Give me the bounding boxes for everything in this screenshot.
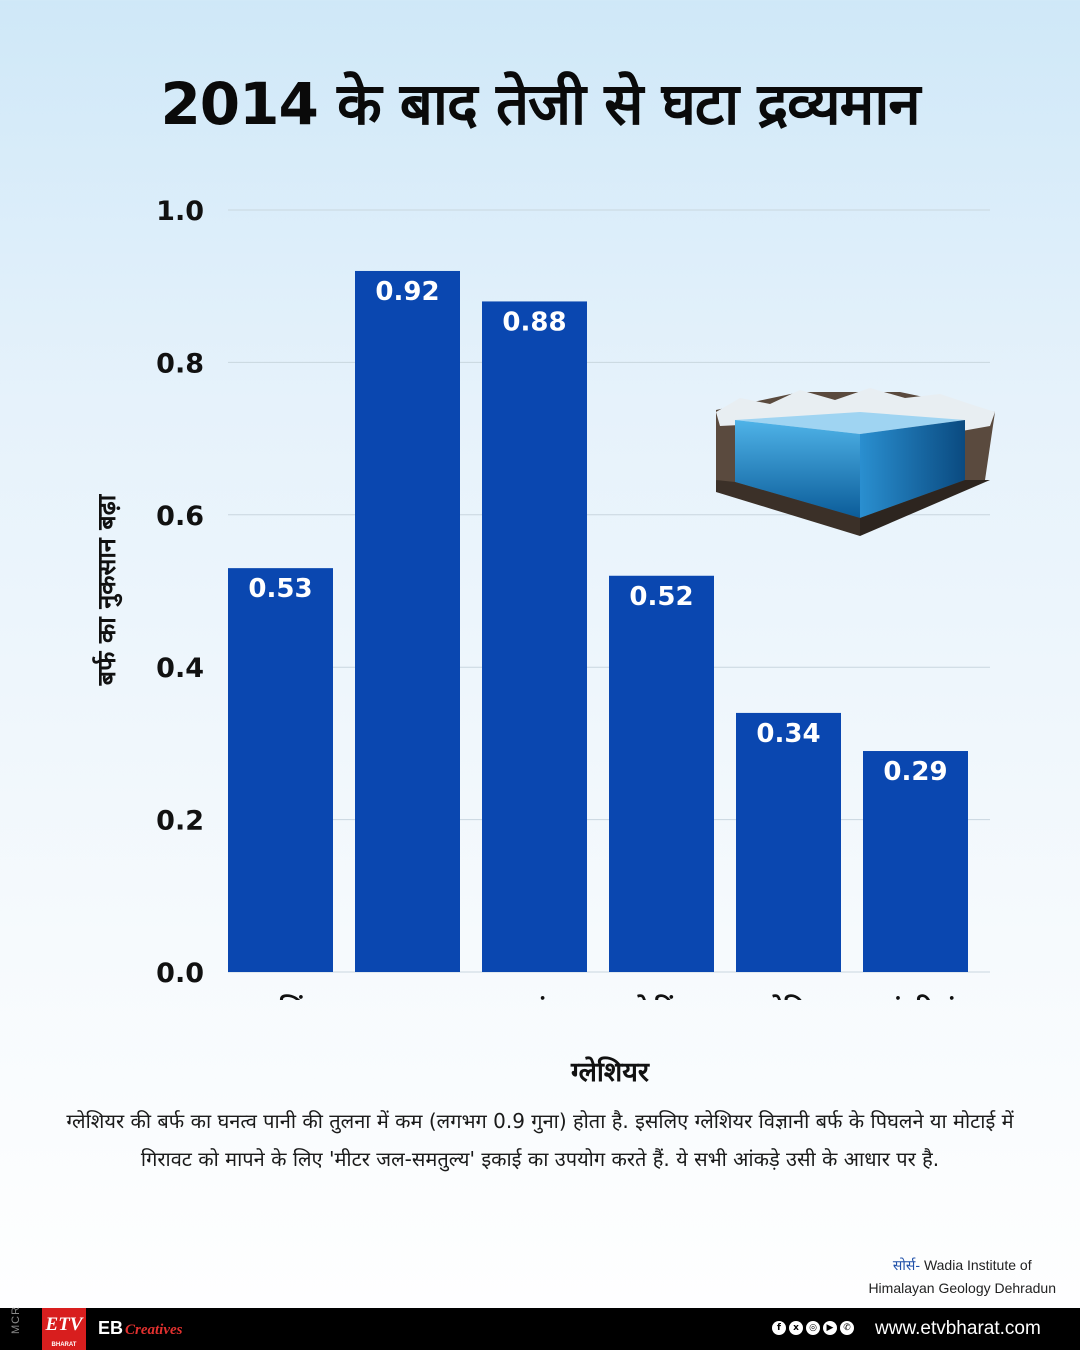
x-axis-label: ग्लेशियर [571, 1057, 649, 1088]
x-tick-label: रतंगरियां [875, 994, 957, 1000]
y-tick-label: 0.0 [156, 958, 204, 989]
social-icons: f x ◎ ▶ ✆ [772, 1321, 857, 1337]
eb-brand: EB [98, 1318, 124, 1338]
youtube-icon[interactable]: ▶ [823, 1321, 837, 1335]
bar-value-label: 0.29 [883, 757, 947, 787]
source-line-1: Wadia Institute of [923, 1257, 1032, 1273]
creatives-brand: Creatives [125, 1322, 183, 1338]
y-tick-label: 1.0 [156, 196, 204, 227]
y-tick-label: 0.6 [156, 501, 204, 532]
website-url[interactable]: www.etvbharat.com [875, 1318, 1041, 1339]
eb-creatives-brand: EB Creatives [98, 1318, 183, 1339]
bar [482, 301, 587, 972]
bars: 0.53 0.92 0.88 0.52 0.34 0.29 [228, 270, 968, 973]
source-credit: सोर्स- Wadia Institute of Himalayan Geol… [868, 1254, 1056, 1300]
x-tick-label: खतलिंग [242, 994, 319, 1000]
y-axis-ticks: 0.0 0.2 0.4 0.6 0.8 1.0 [156, 196, 204, 989]
glacier-illustration [716, 388, 995, 536]
bar-value-label: 0.92 [375, 277, 439, 307]
x-tick-label: फेटिंग [633, 994, 690, 1000]
y-tick-label: 0.2 [156, 806, 204, 837]
facebook-icon[interactable]: f [772, 1321, 786, 1335]
bar-chart: 0.00.20.40.60.81.0 0.530.920.880.520.340… [156, 196, 995, 1000]
x-icon[interactable]: x [789, 1321, 803, 1335]
bar-value-label: 0.52 [629, 582, 693, 612]
mcr-text: MCR [10, 1305, 22, 1335]
y-axis-label: बर्फ का नुकसान बढ़ा [92, 494, 121, 686]
bar [736, 712, 841, 972]
footer-bar [0, 1308, 1080, 1350]
bar-value-label: 0.53 [248, 574, 312, 604]
bar [863, 751, 968, 972]
footnote: ग्लेशियर की बर्फ का घनत्व पानी की तुलना … [66, 1109, 1014, 1171]
source-label: सोर्स- [892, 1257, 921, 1273]
bar [609, 575, 714, 972]
instagram-icon[interactable]: ◎ [806, 1321, 820, 1335]
x-axis-labels: खतलिंग अनाम दूधगंगा फेटिंग जोगिन रतंगरियां [242, 994, 956, 1000]
y-tick-label: 0.4 [156, 653, 204, 684]
etv-logo-text: ETV [45, 1314, 83, 1335]
bar-value-label: 0.34 [756, 719, 820, 749]
whatsapp-icon[interactable]: ✆ [840, 1321, 854, 1335]
x-tick-label: दूधगंगा [501, 995, 569, 1000]
x-tick-label: जोगिन [757, 994, 821, 1000]
etv-logo-sub: BHARAT [51, 1342, 77, 1348]
y-tick-label: 0.8 [156, 348, 204, 379]
page-title: 2014 के बाद तेजी से घटा द्रव्यमान [160, 70, 920, 138]
x-tick-label: अनाम [379, 995, 437, 1000]
bar [228, 568, 333, 972]
bar [355, 270, 460, 973]
etv-logo[interactable]: ETV BHARAT [42, 1308, 86, 1350]
bar-value-label: 0.88 [502, 307, 566, 337]
source-line-2: Himalayan Geology Dehradun [868, 1280, 1056, 1296]
